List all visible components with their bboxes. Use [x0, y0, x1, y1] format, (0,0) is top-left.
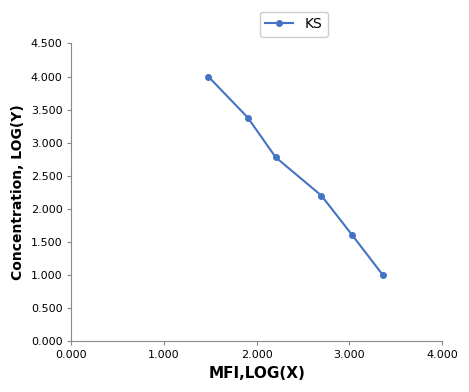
X-axis label: MFI,LOG(X): MFI,LOG(X)	[208, 366, 305, 381]
KS	[273, 155, 279, 160]
Y-axis label: Concentration, LOG(Y): Concentration, LOG(Y)	[11, 105, 25, 280]
KS	[205, 74, 211, 79]
KS	[318, 193, 324, 198]
KS	[245, 115, 250, 120]
KS	[380, 273, 386, 278]
KS	[349, 233, 355, 238]
Line: KS: KS	[205, 74, 386, 278]
Legend: KS: KS	[260, 12, 328, 37]
